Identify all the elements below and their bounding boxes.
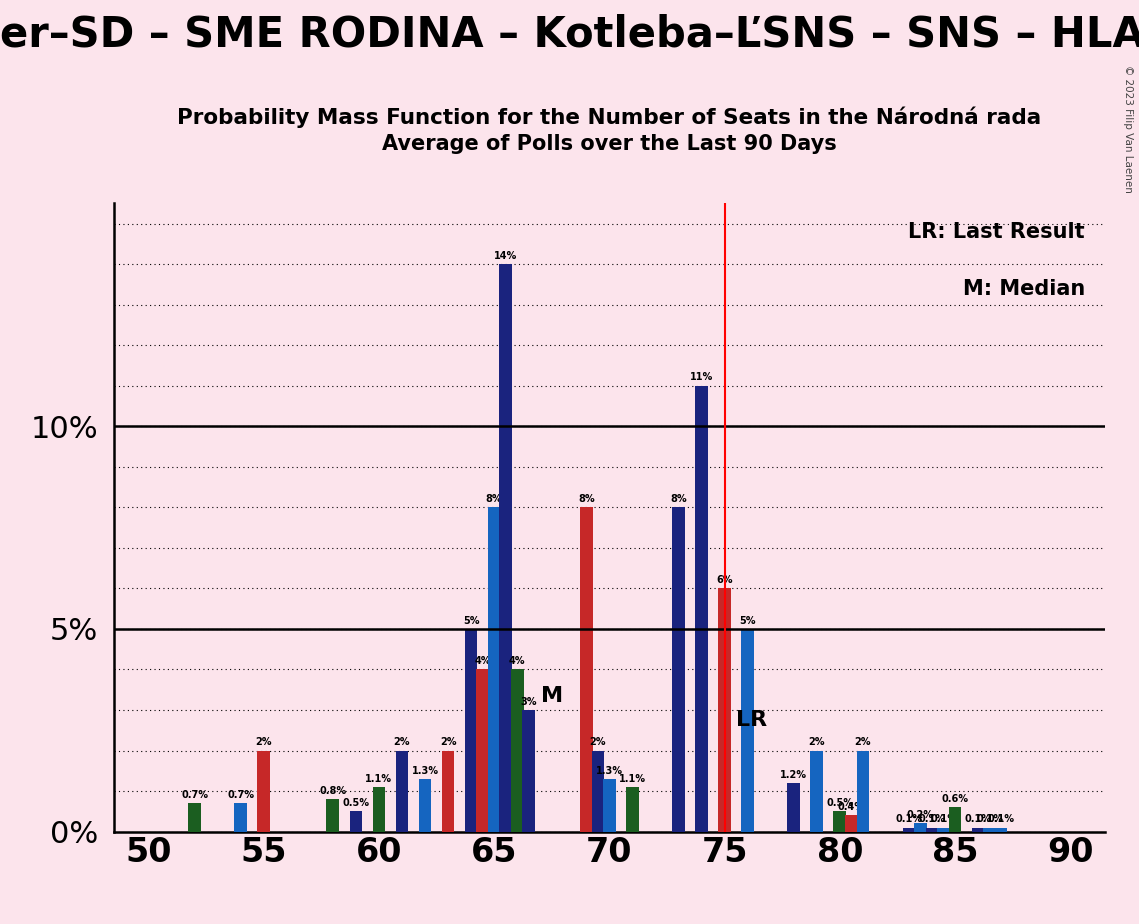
Bar [983, 828, 995, 832]
Text: 3%: 3% [521, 697, 536, 707]
Bar [465, 629, 477, 832]
Text: 2%: 2% [809, 737, 825, 748]
Text: 4%: 4% [474, 656, 491, 666]
Text: 1.1%: 1.1% [366, 773, 393, 784]
Bar [937, 828, 950, 832]
Text: 5%: 5% [462, 615, 480, 626]
Bar [915, 823, 927, 832]
Bar [580, 507, 592, 832]
Bar [834, 811, 846, 832]
Bar [419, 779, 432, 832]
Text: 11%: 11% [690, 372, 713, 383]
Bar [857, 750, 869, 832]
Text: 0.5%: 0.5% [343, 798, 369, 808]
Bar [719, 589, 731, 832]
Bar [499, 264, 513, 832]
Bar [994, 828, 1008, 832]
Bar [949, 808, 961, 832]
Bar [972, 828, 984, 832]
Bar [695, 385, 707, 832]
Bar [257, 750, 270, 832]
Text: 0.1%: 0.1% [895, 814, 923, 824]
Bar [327, 799, 339, 832]
Bar [188, 803, 200, 832]
Text: 2%: 2% [590, 737, 606, 748]
Text: 8%: 8% [670, 494, 687, 505]
Bar [235, 803, 247, 832]
Bar [511, 670, 524, 832]
Text: 0.5%: 0.5% [826, 798, 853, 808]
Text: 1.2%: 1.2% [780, 770, 808, 780]
Bar [603, 779, 616, 832]
Bar [523, 710, 535, 832]
Text: 0.6%: 0.6% [942, 794, 968, 804]
Text: 0.1%: 0.1% [976, 814, 1003, 824]
Bar [476, 670, 489, 832]
Bar [442, 750, 454, 832]
Bar [902, 828, 916, 832]
Text: 0.1%: 0.1% [965, 814, 992, 824]
Bar [787, 783, 800, 832]
Text: 0.1%: 0.1% [988, 814, 1015, 824]
Text: LR: LR [736, 711, 768, 730]
Text: 1.3%: 1.3% [411, 766, 439, 775]
Bar [926, 828, 939, 832]
Text: 0.1%: 0.1% [931, 814, 957, 824]
Text: Probability Mass Function for the Number of Seats in the Národná rada: Probability Mass Function for the Number… [178, 106, 1041, 128]
Text: M: M [541, 686, 563, 706]
Text: Average of Polls over the Last 90 Days: Average of Polls over the Last 90 Days [382, 134, 837, 154]
Bar [395, 750, 408, 832]
Text: 2%: 2% [255, 737, 272, 748]
Text: 14%: 14% [494, 250, 517, 261]
Bar [350, 811, 362, 832]
Text: M: Median: M: Median [962, 279, 1085, 298]
Text: 1.1%: 1.1% [618, 773, 646, 784]
Bar [372, 787, 385, 832]
Text: 0.2%: 0.2% [907, 810, 934, 821]
Text: LR: Last Result: LR: Last Result [909, 222, 1085, 242]
Text: 0.8%: 0.8% [319, 786, 346, 796]
Text: 2%: 2% [440, 737, 457, 748]
Text: er–SD – SME RODINA – Kotleba–ĽSNS – SNS – HLAS–: er–SD – SME RODINA – Kotleba–ĽSNS – SNS … [0, 14, 1139, 55]
Text: 0.4%: 0.4% [838, 802, 865, 812]
Bar [811, 750, 823, 832]
Text: 2%: 2% [394, 737, 410, 748]
Bar [672, 507, 685, 832]
Bar [626, 787, 639, 832]
Text: 0.7%: 0.7% [181, 790, 208, 800]
Text: 1.3%: 1.3% [596, 766, 623, 775]
Bar [591, 750, 604, 832]
Text: 5%: 5% [739, 615, 756, 626]
Text: 4%: 4% [509, 656, 525, 666]
Text: 8%: 8% [577, 494, 595, 505]
Bar [741, 629, 754, 832]
Text: 0.1%: 0.1% [918, 814, 945, 824]
Text: 8%: 8% [486, 494, 502, 505]
Text: 0.7%: 0.7% [227, 790, 254, 800]
Text: 2%: 2% [854, 737, 871, 748]
Bar [845, 815, 858, 832]
Text: © 2023 Filip Van Laenen: © 2023 Filip Van Laenen [1123, 65, 1133, 192]
Text: 6%: 6% [716, 575, 732, 585]
Bar [487, 507, 500, 832]
